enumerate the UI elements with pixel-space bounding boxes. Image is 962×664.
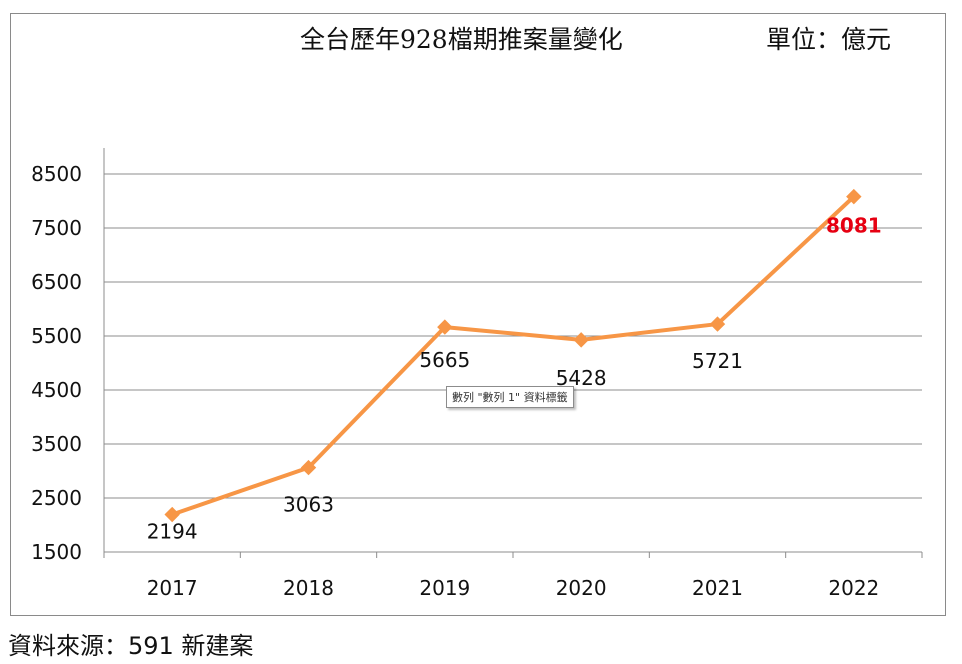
data-point-marker	[300, 459, 317, 476]
x-tick-label: 2020	[556, 576, 607, 600]
data-label: 5428	[556, 366, 607, 390]
x-tick-label: 2018	[283, 576, 334, 600]
data-point-marker	[846, 188, 862, 205]
data-label: 2194	[147, 520, 198, 544]
y-tick-label: 5500	[31, 324, 82, 348]
y-tick-label: 7500	[31, 216, 82, 240]
data-point-marker	[573, 332, 589, 348]
data-point-marker	[709, 316, 726, 332]
series-line	[170, 194, 856, 517]
y-tick-label: 1500	[31, 540, 82, 564]
data-label: 5721	[692, 349, 743, 373]
x-tick-label: 2017	[147, 576, 198, 600]
data-label: 8081	[826, 214, 882, 238]
chart-unit-label: 單位：億元	[766, 25, 892, 54]
data-label: 3063	[283, 493, 334, 517]
y-tick-label: 8500	[31, 162, 82, 186]
data-point-marker	[164, 506, 180, 523]
data-label-tooltip: 數列 "數列 1" 資料標籤	[446, 386, 574, 408]
x-tick-label: 2022	[828, 576, 879, 600]
x-tick-label: 2021	[692, 576, 743, 600]
y-tick-label: 2500	[31, 486, 82, 510]
y-tick-label: 3500	[31, 432, 82, 456]
chart-title: 全台歷年928檔期推案量變化	[300, 25, 623, 54]
data-point-marker	[437, 319, 453, 335]
data-label: 5665	[419, 348, 470, 372]
source-note: 資料來源：591 新建案	[8, 632, 254, 660]
y-tick-label: 4500	[31, 378, 82, 402]
x-tick-label: 2019	[419, 576, 470, 600]
y-tick-label: 6500	[31, 270, 82, 294]
